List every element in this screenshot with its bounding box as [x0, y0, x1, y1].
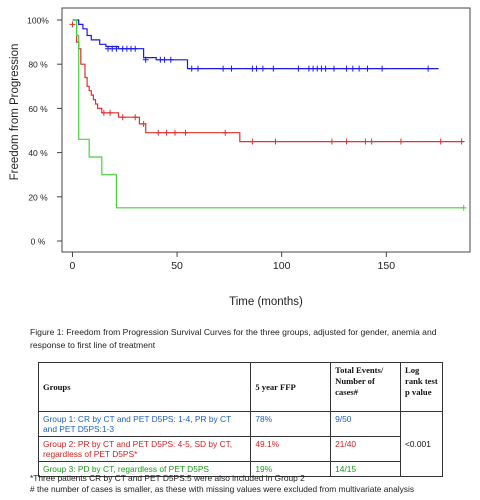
censor-mark	[272, 138, 279, 145]
survival-curves	[69, 19, 467, 211]
censor-mark	[343, 138, 350, 145]
censor-mark	[188, 65, 195, 72]
censor-mark	[100, 109, 107, 116]
results-table: Groups 5 year FFP Total Events/ Number o…	[37, 362, 443, 477]
censor-mark	[161, 56, 168, 63]
y-tick-label: 100%	[27, 16, 49, 26]
header-total-events: Total Events/ Number of cases#	[330, 362, 401, 412]
censor-mark	[132, 45, 139, 52]
group-1-ffp: 78%	[250, 411, 332, 437]
censor-mark	[343, 65, 350, 72]
censor-mark	[349, 65, 356, 72]
censor-mark	[140, 120, 147, 127]
censor-mark	[259, 65, 266, 72]
table-row: Group 1: CR by CT and PET D5PS: 1-4, PR …	[37, 411, 443, 477]
series-1-curve	[72, 19, 439, 70]
censor-mark	[362, 138, 369, 145]
censor-mark	[270, 65, 277, 72]
censor-mark	[228, 65, 235, 72]
group-1-label: Group 1: CR by CT and PET D5PS: 1-4, PR …	[37, 411, 252, 437]
censor-mark	[253, 65, 260, 72]
censor-mark	[364, 65, 371, 72]
series-2-curve	[72, 19, 464, 143]
censor-mark	[328, 138, 335, 145]
x-axis-label: Time (months)	[229, 296, 303, 308]
censor-mark	[113, 45, 120, 52]
censor-mark	[322, 65, 329, 72]
censor-mark	[163, 129, 170, 136]
y-tick-label: 20 %	[28, 192, 48, 202]
censor-mark	[171, 129, 178, 136]
table-row: Group 3: PD by CT, regardless of PET D5P…	[37, 461, 443, 477]
survival-chart: 0 50 100 150 0 % 20 % 40 % 60 % 80 % 100% Time (m…	[9, 7, 471, 308]
censor-mark	[119, 114, 126, 121]
censor-mark	[167, 56, 174, 63]
series-3-curve	[72, 19, 464, 209]
censor-mark	[437, 138, 444, 145]
y-axis-label: Freedom from Progression	[9, 44, 21, 181]
censor-mark	[195, 65, 201, 72]
table-row: Group 2: PR by CT and PET D5PS: 4-5, SD …	[37, 436, 443, 462]
censor-mark	[222, 129, 229, 136]
y-tick-label: 60 %	[28, 104, 48, 114]
censor-mark	[155, 129, 162, 136]
censor-mark	[460, 204, 467, 211]
censor-mark	[458, 138, 465, 145]
censor-mark	[182, 129, 189, 136]
censor-mark	[397, 138, 404, 145]
censor-mark	[220, 65, 227, 72]
censor-mark	[356, 65, 363, 72]
censor-mark	[295, 65, 302, 72]
axis-ticks: 0 50 100 150 0 % 20 % 40 % 60 % 80 % 100%	[27, 16, 395, 273]
log-rank-p-value: <0.001	[400, 411, 443, 477]
footnote-asterisk: *Three patients CR by CT and PET D5PS:5 …	[30, 473, 305, 483]
header-groups: Groups	[37, 362, 252, 412]
group-3-label: Group 3: PD by CT, regardless of PET D5P…	[37, 461, 252, 477]
group-1-events: 9/50	[330, 411, 401, 437]
censor-mark	[132, 114, 139, 121]
y-tick-label: 0 %	[31, 237, 46, 247]
censor-mark	[368, 138, 375, 145]
group-3-events: 14/15	[330, 461, 401, 477]
censor-mark	[142, 56, 149, 63]
footnote-hash: # the number of cases is smaller, as the…	[30, 484, 415, 494]
header-5yr-ffp: 5 year FFP	[250, 362, 332, 412]
y-tick-label: 80 %	[28, 60, 48, 70]
figure-caption: Figure 1: Freedom from Progression Survi…	[30, 327, 437, 350]
plot-frame	[61, 7, 471, 253]
censor-mark	[331, 65, 337, 72]
group-2-ffp: 49.1%	[250, 436, 332, 462]
censor-mark	[249, 138, 256, 145]
header-log-rank: Log rank test p value	[400, 362, 443, 412]
x-tick-label: 0	[70, 260, 76, 272]
table-header-row: Groups 5 year FFP Total Events/ Number o…	[37, 362, 443, 412]
group-2-events: 21/40	[330, 436, 401, 462]
x-tick-label: 150	[378, 260, 396, 272]
censor-mark	[379, 65, 386, 72]
censor-mark	[107, 109, 114, 116]
x-tick-label: 50	[171, 260, 183, 272]
censor-mark	[425, 65, 432, 72]
x-tick-label: 100	[273, 260, 291, 272]
censor-mark	[69, 21, 76, 28]
y-tick-label: 40 %	[28, 148, 48, 158]
group-2-label: Group 2: PR by CT and PET D5PS: 4-5, SD …	[37, 436, 252, 462]
